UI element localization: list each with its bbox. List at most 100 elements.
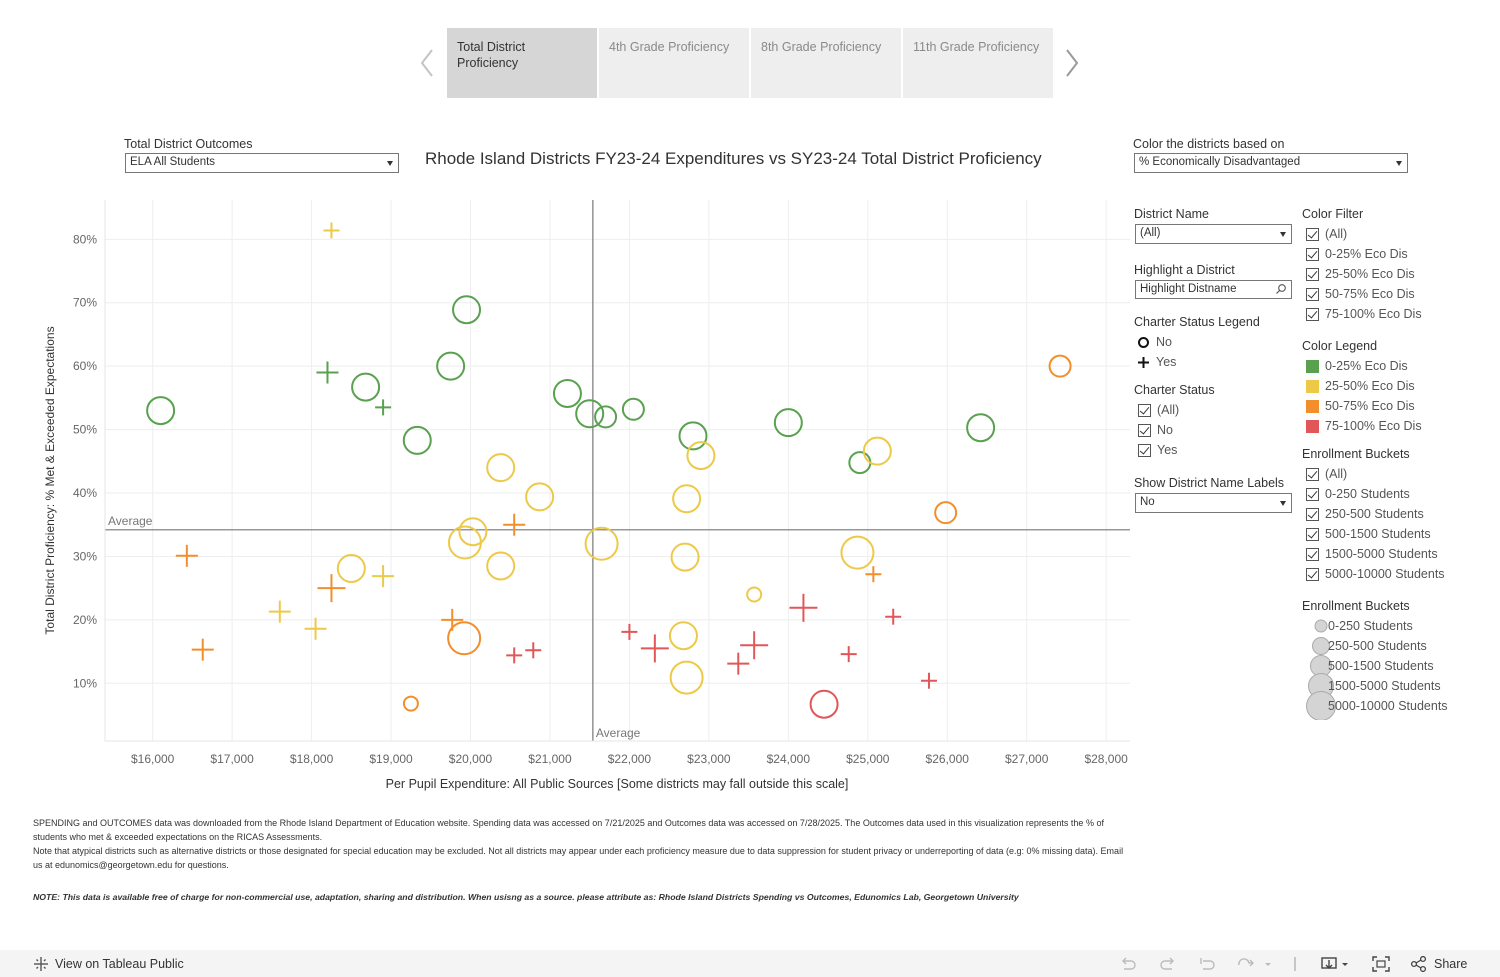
- checkbox-icon[interactable]: [1138, 403, 1151, 417]
- enroll-filter-1500-5000[interactable]: 1500-5000 Students: [1306, 546, 1438, 562]
- enroll-filter-label: 5000-10000 Students: [1325, 567, 1445, 581]
- enroll-legend-item[interactable]: 1500-5000 Students: [1328, 678, 1441, 694]
- color-filter-50-75[interactable]: 50-75% Eco Dis: [1306, 286, 1415, 302]
- fullscreen-button[interactable]: [1372, 956, 1390, 972]
- fullscreen-icon: [1372, 956, 1390, 972]
- toolbar-divider: [1294, 956, 1296, 972]
- enroll-legend-item[interactable]: 250-500 Students: [1328, 638, 1427, 654]
- color-legend-item[interactable]: 50-75% Eco Dis: [1306, 398, 1415, 414]
- tab-11th-grade-proficiency[interactable]: 11th Grade Proficiency: [903, 28, 1053, 98]
- charter-district-mark: [865, 566, 882, 583]
- view-on-tableau-link[interactable]: View on Tableau Public: [33, 956, 184, 972]
- district-name-select[interactable]: (All): [1135, 224, 1292, 244]
- district-mark: [966, 413, 996, 443]
- color-by-select[interactable]: % Economically Disadvantaged: [1134, 153, 1408, 173]
- checkbox-icon[interactable]: [1306, 487, 1319, 501]
- y-tick-label: 60%: [73, 359, 97, 373]
- outcomes-select[interactable]: ELA All Students: [125, 153, 399, 173]
- checkbox-icon[interactable]: [1306, 307, 1319, 321]
- tabs-next-arrow[interactable]: [1061, 46, 1081, 80]
- x-tick-label: $27,000: [1005, 752, 1049, 766]
- show-labels-label: Show District Name Labels: [1134, 476, 1285, 490]
- charter-legend-title: Charter Status Legend: [1134, 315, 1260, 329]
- checkbox-icon[interactable]: [1306, 467, 1319, 481]
- chevron-left-icon: [420, 49, 433, 77]
- district-mark: [672, 484, 702, 514]
- enroll-filter-5000-10000[interactable]: 5000-10000 Students: [1306, 566, 1445, 582]
- enroll-legend-item[interactable]: 0-250 Students: [1328, 618, 1413, 634]
- checkbox-icon[interactable]: [1306, 267, 1319, 281]
- undo-button[interactable]: [1118, 956, 1138, 972]
- redo-button[interactable]: [1158, 956, 1178, 972]
- checkbox-icon[interactable]: [1138, 423, 1151, 437]
- checkbox-icon[interactable]: [1306, 507, 1319, 521]
- dropdown-caret-icon: [1396, 161, 1402, 166]
- district-name-value: (All): [1140, 227, 1161, 239]
- enroll-filter-250-500[interactable]: 250-500 Students: [1306, 506, 1424, 522]
- download-icon: [1321, 957, 1348, 969]
- charter-district-mark: [640, 634, 669, 663]
- color-legend-item[interactable]: 25-50% Eco Dis: [1306, 378, 1415, 394]
- color-filter-label: 50-75% Eco Dis: [1325, 287, 1415, 301]
- download-button[interactable]: [1320, 956, 1352, 972]
- enroll-filter-500-1500[interactable]: 500-1500 Students: [1306, 526, 1431, 542]
- color-filter-75-100[interactable]: 75-100% Eco Dis: [1306, 306, 1422, 322]
- checkbox-icon[interactable]: [1306, 527, 1319, 541]
- enroll-filter-label: 500-1500 Students: [1325, 527, 1431, 541]
- charter-status-no[interactable]: No: [1138, 422, 1173, 438]
- highlight-district-input[interactable]: Highlight Distname: [1135, 280, 1292, 299]
- size-legend-circle: [1314, 619, 1328, 633]
- tabs-prev-arrow[interactable]: [418, 46, 438, 80]
- charter-status-yes[interactable]: Yes: [1138, 442, 1177, 458]
- charter-legend-no-label: No: [1156, 335, 1172, 349]
- color-legend-item[interactable]: 75-100% Eco Dis: [1306, 418, 1422, 434]
- charter-district-mark: [503, 513, 526, 536]
- tab-8th-grade-proficiency[interactable]: 8th Grade Proficiency: [751, 28, 901, 98]
- color-filter-all[interactable]: (All): [1306, 226, 1347, 242]
- charter-status-all[interactable]: (All): [1138, 402, 1179, 418]
- show-labels-select[interactable]: No: [1135, 493, 1292, 513]
- highlight-label: Highlight a District: [1134, 263, 1235, 277]
- reference-lines: Average Average: [105, 200, 1130, 741]
- tab-4th-grade-proficiency[interactable]: 4th Grade Proficiency: [599, 28, 749, 98]
- enroll-legend-label: 1500-5000 Students: [1328, 679, 1441, 693]
- revert-button[interactable]: [1198, 956, 1218, 972]
- charter-status-title: Charter Status: [1134, 383, 1215, 397]
- enroll-legend-item[interactable]: 500-1500 Students: [1328, 658, 1434, 674]
- charter-legend-yes-label: Yes: [1156, 355, 1177, 369]
- district-mark: [336, 553, 366, 583]
- color-filter-0-25[interactable]: 0-25% Eco Dis: [1306, 246, 1408, 262]
- checkbox-icon[interactable]: [1306, 247, 1319, 261]
- refresh-button[interactable]: [1236, 956, 1280, 972]
- charter-legend-no: No: [1137, 334, 1172, 350]
- circle-mark-icon: [1138, 336, 1149, 348]
- district-mark: [678, 421, 708, 451]
- color-swatch: [1306, 399, 1319, 413]
- district-mark: [575, 399, 605, 429]
- checkbox-icon[interactable]: [1306, 547, 1319, 561]
- color-legend-item[interactable]: 0-25% Eco Dis: [1306, 358, 1408, 374]
- y-tick-label: 10%: [73, 676, 97, 690]
- color-legend-label: 25-50% Eco Dis: [1325, 379, 1415, 393]
- color-filter-label: 75-100% Eco Dis: [1325, 307, 1422, 321]
- checkbox-icon[interactable]: [1306, 287, 1319, 301]
- tableau-toolbar: View on Tableau Public Share: [0, 950, 1500, 977]
- enroll-legend-item[interactable]: 5000-10000 Students: [1328, 698, 1448, 714]
- enroll-filter-all[interactable]: (All): [1306, 466, 1347, 482]
- district-mark: [402, 425, 432, 455]
- checkbox-icon[interactable]: [1138, 443, 1151, 457]
- share-button[interactable]: Share: [1410, 956, 1467, 972]
- district-mark: [848, 451, 872, 475]
- checkbox-icon[interactable]: [1306, 567, 1319, 581]
- color-filter-25-50[interactable]: 25-50% Eco Dis: [1306, 266, 1415, 282]
- x-tick-label: $16,000: [131, 752, 175, 766]
- y-average-label: Average: [108, 514, 153, 528]
- district-mark: [668, 621, 698, 651]
- district-mark: [1048, 354, 1072, 378]
- checkbox-icon[interactable]: [1306, 227, 1319, 241]
- tab-total-district-proficiency[interactable]: Total District Proficiency: [447, 28, 597, 98]
- color-filter-label: (All): [1325, 227, 1348, 241]
- x-tick-label: $24,000: [767, 752, 811, 766]
- district-mark: [773, 408, 803, 438]
- enroll-filter-0-250[interactable]: 0-250 Students: [1306, 486, 1410, 502]
